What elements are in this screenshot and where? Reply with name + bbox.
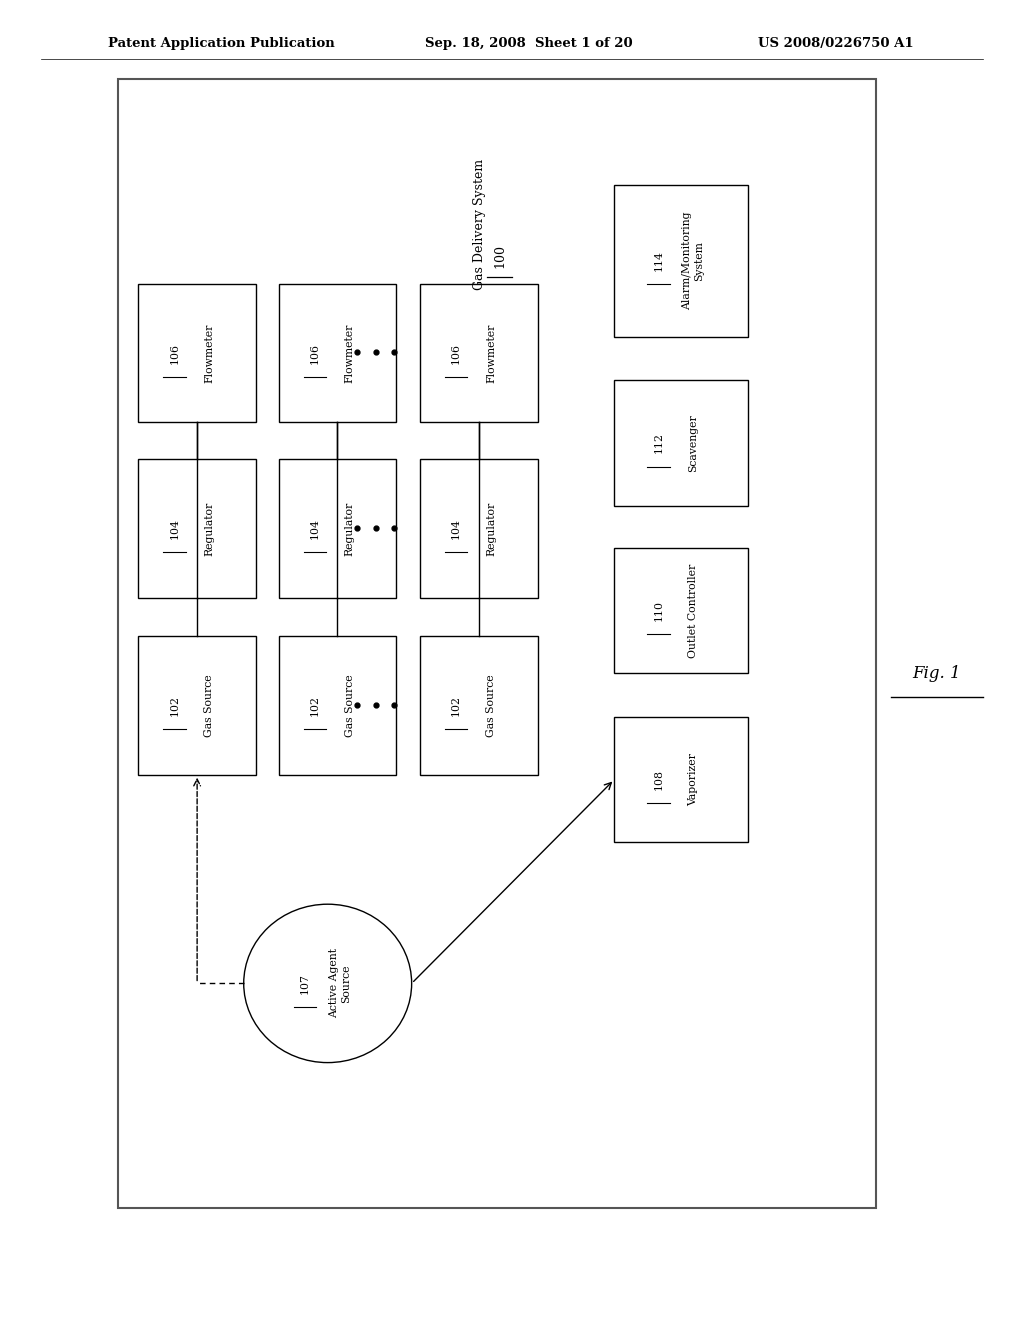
Text: 106: 106 xyxy=(452,343,461,363)
Text: Alarm/Monitoring
System: Alarm/Monitoring System xyxy=(682,211,705,310)
Text: Patent Application Publication: Patent Application Publication xyxy=(108,37,334,50)
Ellipse shape xyxy=(244,904,412,1063)
Text: 110: 110 xyxy=(653,601,664,620)
Text: Fig. 1: Fig. 1 xyxy=(912,665,962,681)
Bar xyxy=(279,284,396,422)
Bar xyxy=(614,548,748,673)
Bar xyxy=(614,185,748,337)
Text: 102: 102 xyxy=(310,696,319,715)
Text: 102: 102 xyxy=(170,696,179,715)
Bar xyxy=(138,459,256,598)
Bar xyxy=(614,380,748,506)
Text: 106: 106 xyxy=(310,343,319,363)
Bar xyxy=(279,459,396,598)
Bar xyxy=(420,459,538,598)
Text: Active Agent
Source: Active Agent Source xyxy=(329,948,351,1019)
Text: 104: 104 xyxy=(310,519,319,539)
Bar xyxy=(138,284,256,422)
Bar xyxy=(138,636,256,775)
Text: 104: 104 xyxy=(170,519,179,539)
Text: Gas Source: Gas Source xyxy=(486,675,496,737)
Text: Vaporizer: Vaporizer xyxy=(688,752,698,807)
Text: Flowmeter: Flowmeter xyxy=(205,323,214,383)
Text: Regulator: Regulator xyxy=(345,502,354,556)
Bar xyxy=(614,717,748,842)
Text: 108: 108 xyxy=(653,770,664,789)
Text: 100: 100 xyxy=(494,244,506,268)
Text: 112: 112 xyxy=(653,433,664,453)
Text: Gas Delivery System: Gas Delivery System xyxy=(473,158,485,289)
Bar xyxy=(118,79,876,1208)
Text: Regulator: Regulator xyxy=(205,502,214,556)
Text: Scavenger: Scavenger xyxy=(688,414,698,471)
Text: Outlet Controller: Outlet Controller xyxy=(688,564,698,657)
Text: Gas Source: Gas Source xyxy=(345,675,354,737)
Bar xyxy=(279,636,396,775)
Text: Regulator: Regulator xyxy=(486,502,496,556)
Text: 104: 104 xyxy=(452,519,461,539)
Text: 114: 114 xyxy=(653,251,664,271)
Bar xyxy=(420,284,538,422)
Text: Flowmeter: Flowmeter xyxy=(486,323,496,383)
Text: US 2008/0226750 A1: US 2008/0226750 A1 xyxy=(758,37,913,50)
Text: 102: 102 xyxy=(452,696,461,715)
Text: 106: 106 xyxy=(170,343,179,363)
Bar xyxy=(420,636,538,775)
Text: 107: 107 xyxy=(300,973,310,994)
Text: Gas Source: Gas Source xyxy=(205,675,214,737)
Text: Sep. 18, 2008  Sheet 1 of 20: Sep. 18, 2008 Sheet 1 of 20 xyxy=(425,37,633,50)
Text: Flowmeter: Flowmeter xyxy=(345,323,354,383)
